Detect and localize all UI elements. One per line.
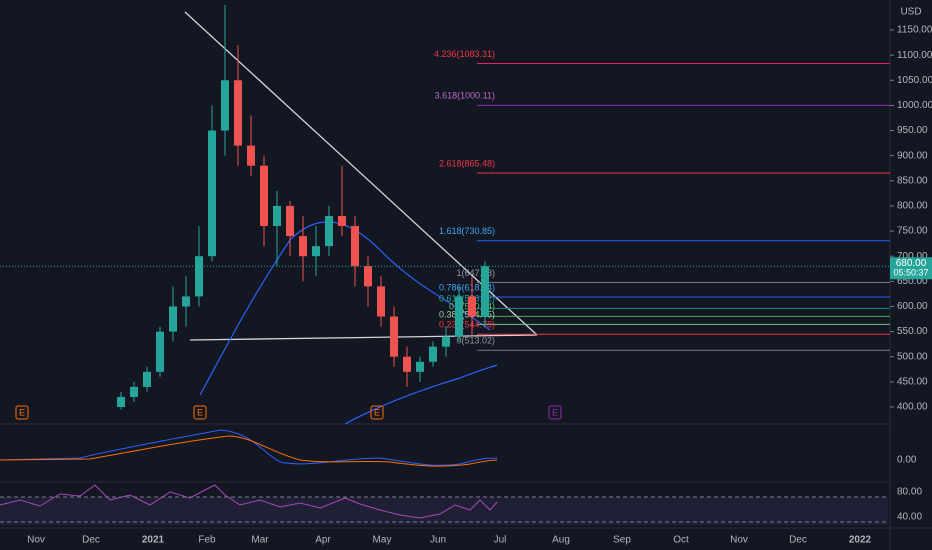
price-tick-label: 1150.00 <box>897 25 932 36</box>
macd-line <box>0 429 498 466</box>
price-tick-label: 500.00 <box>897 351 928 362</box>
signal-line <box>0 435 498 467</box>
earnings-marker: E <box>19 407 25 417</box>
candle-body <box>299 236 307 257</box>
price-tick-label: 900.00 <box>897 150 928 161</box>
candle-body <box>312 246 320 257</box>
candle-body <box>416 361 424 372</box>
time-label: Aug <box>552 535 570 546</box>
candle-body <box>130 386 138 397</box>
earnings-marker-box <box>370 405 384 420</box>
candle-body <box>117 396 125 407</box>
currency: USD <box>900 7 921 18</box>
price-tick-label: 650.00 <box>897 276 928 287</box>
candle-body <box>468 296 476 317</box>
price-tick-label: 750.00 <box>897 226 928 237</box>
time-label: Jun <box>430 535 446 546</box>
price-tick-label: 800.00 <box>897 201 928 212</box>
fib-label: 3.618(1000.11) <box>435 91 495 101</box>
candle-body <box>325 215 333 247</box>
candle-body <box>260 165 268 227</box>
price-tick-label: 1050.00 <box>897 75 932 86</box>
candle-body <box>234 80 242 146</box>
time-label: Sep <box>613 535 631 546</box>
time-label: 2021 <box>142 535 165 546</box>
price-tick-label: 450.00 <box>897 377 928 388</box>
candle-body <box>351 226 359 267</box>
fib-label: 0.236(544.78) <box>439 320 495 330</box>
time-label: Oct <box>673 535 689 546</box>
fib-label: 2.618(865.48) <box>439 158 495 168</box>
candle-body <box>442 336 450 347</box>
earnings-marker-box <box>193 405 207 420</box>
candle-body <box>208 130 216 257</box>
fib-label: 0(513.02) <box>456 336 495 346</box>
time-label: Feb <box>198 535 216 546</box>
price-tick-label: 1000.00 <box>897 100 932 111</box>
macd-axis-label: 0.00 <box>897 455 917 466</box>
trendline <box>184 11 538 336</box>
time-label: Mar <box>251 535 269 546</box>
price-tick-label: 550.00 <box>897 326 928 337</box>
candle-body <box>156 331 164 372</box>
candle-body <box>429 346 437 362</box>
trendline <box>189 334 538 341</box>
candle-body <box>247 145 255 166</box>
time-label: Apr <box>315 535 331 546</box>
rsi-axis-label: 80.00 <box>897 487 922 498</box>
fib-label: 1.618(730.85) <box>439 226 495 236</box>
price-tick-label: 950.00 <box>897 125 928 136</box>
candle-body <box>169 306 177 332</box>
rsi-axis-label: 40.00 <box>897 512 922 523</box>
price-tick-label: 600.00 <box>897 301 928 312</box>
candle-body <box>403 356 411 372</box>
earnings-marker-box <box>548 405 562 420</box>
rsi-line <box>0 484 498 519</box>
candle-body <box>221 80 229 131</box>
last-price-box <box>890 257 932 280</box>
candle-body <box>377 286 385 317</box>
time-label: Nov <box>730 535 748 546</box>
earnings-marker: E <box>197 407 203 417</box>
time-label: Nov <box>27 535 45 546</box>
countdown: 05:50:37 <box>893 268 928 278</box>
time-label: Dec <box>82 535 100 546</box>
last-price-label: 680.00 <box>896 258 927 269</box>
candle-body <box>455 296 463 337</box>
candle-body <box>364 266 372 287</box>
earnings-marker-box <box>15 405 29 420</box>
candle-body <box>481 266 489 317</box>
earnings-marker: E <box>374 407 380 417</box>
candle-body <box>338 215 346 227</box>
fib-label: 0.382(564.45) <box>439 310 495 320</box>
time-label: 2022 <box>849 535 872 546</box>
candle-body <box>143 371 151 387</box>
earnings-marker: E <box>552 407 558 417</box>
candle-body <box>286 205 294 237</box>
candle-body <box>273 205 281 227</box>
fib-label: 1(647.63) <box>456 268 495 278</box>
time-label: May <box>373 535 392 546</box>
price-tick-label: 1100.00 <box>897 50 932 61</box>
time-label: Jul <box>494 535 507 546</box>
rsi-band <box>0 497 888 525</box>
price-tick-label: 850.00 <box>897 175 928 186</box>
fib-label: 0.618(596.22) <box>439 294 495 304</box>
fib-label: 4.236(1083.31) <box>434 49 495 59</box>
candle-body <box>182 296 190 307</box>
time-label: Dec <box>789 535 807 546</box>
moving-average <box>344 364 498 425</box>
candle-body <box>390 316 398 357</box>
price-tick-label: 700.00 <box>897 251 928 262</box>
price-tick-label: 400.00 <box>897 402 928 413</box>
candle-body <box>195 256 203 297</box>
fib-label: 0.786(618.84) <box>439 282 495 292</box>
